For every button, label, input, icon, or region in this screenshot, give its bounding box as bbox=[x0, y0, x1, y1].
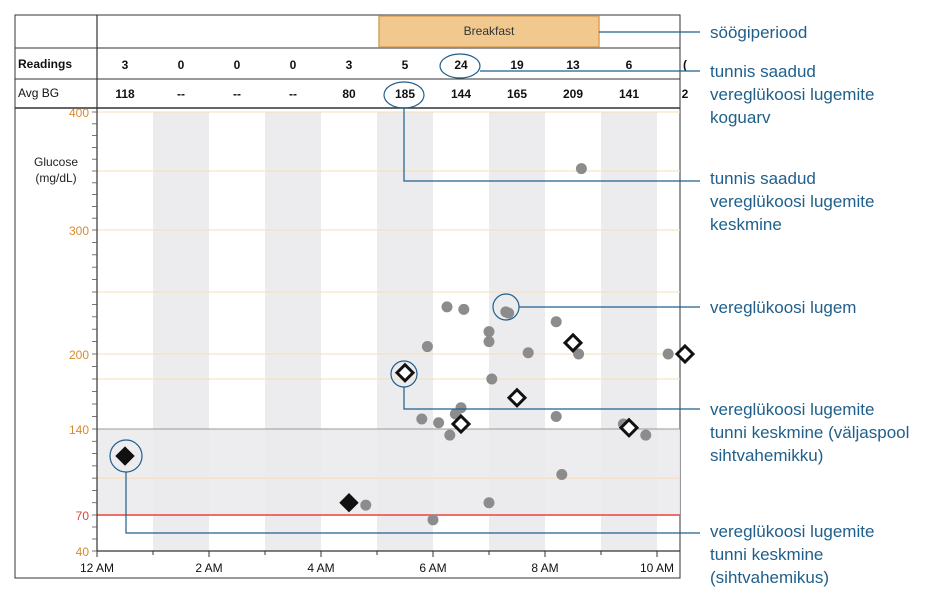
reading-dot bbox=[483, 326, 495, 338]
readings-row-label: Readings bbox=[18, 57, 72, 71]
reading-dot bbox=[444, 429, 456, 441]
reading-dot bbox=[486, 373, 498, 385]
reading-dot bbox=[550, 316, 562, 328]
callout-leader-avg-bg bbox=[403, 108, 700, 182]
reading-dot bbox=[575, 163, 587, 175]
y-tick-label: 70 bbox=[76, 509, 90, 523]
callout-label: vereglükoosi lugemite tunni keskmine (si… bbox=[710, 522, 875, 587]
callout-leader-out-of-range bbox=[403, 387, 700, 410]
y-axis-title-line2: (mg/dL) bbox=[35, 171, 76, 185]
callout-circle-readings-count bbox=[439, 53, 481, 79]
avg-bg-value: 209 bbox=[563, 87, 583, 101]
readings-count: 6 bbox=[626, 58, 633, 72]
hourly-average-out-of-range bbox=[562, 332, 584, 353]
reading-dot bbox=[427, 514, 439, 526]
hourly-average-out-of-range bbox=[506, 387, 528, 408]
reading-dot bbox=[360, 499, 372, 511]
avg-bg-value: 80 bbox=[342, 87, 356, 101]
avg-bg-value: -- bbox=[289, 87, 297, 101]
reading-dot bbox=[522, 347, 534, 359]
readings-count: 5 bbox=[402, 58, 409, 72]
reading-dot bbox=[458, 303, 470, 315]
reading-dot bbox=[441, 301, 453, 313]
avg-bg-value: -- bbox=[233, 87, 241, 101]
avg-bg-value: 144 bbox=[451, 87, 471, 101]
reading-dot bbox=[640, 429, 652, 441]
meal-period-band bbox=[378, 15, 600, 48]
meal-period-label: Breakfast bbox=[464, 24, 515, 38]
callout-label: tunnis saadud vereglükoosi lugemite kesk… bbox=[710, 169, 875, 234]
avg-bg-row-label: Avg BG bbox=[18, 86, 59, 100]
readings-count: 0 bbox=[290, 58, 297, 72]
reading-dot bbox=[455, 402, 467, 414]
readings-count: 0 bbox=[234, 58, 241, 72]
hourly-average-in-range bbox=[339, 493, 359, 513]
x-tick-label: 10 AM bbox=[640, 561, 674, 575]
hourly-average-in-range bbox=[115, 446, 135, 466]
x-tick-label: 8 AM bbox=[531, 561, 558, 575]
avg-bg-value: 2 bbox=[682, 87, 689, 101]
y-tick-label: 400 bbox=[69, 106, 89, 120]
reading-dot bbox=[662, 348, 674, 360]
y-tick-label: 40 bbox=[76, 545, 90, 559]
readings-count: 24 bbox=[454, 58, 468, 72]
reading-dot bbox=[421, 341, 433, 353]
avg-bg-value: 118 bbox=[115, 87, 135, 101]
x-tick-label: 12 AM bbox=[80, 561, 114, 575]
reading-dot bbox=[550, 411, 562, 422]
readings-count: 19 bbox=[510, 58, 524, 72]
target-range-band bbox=[97, 429, 680, 515]
callout-leader-in-range bbox=[125, 472, 700, 534]
y-tick-label: 300 bbox=[69, 224, 89, 238]
readings-count: ( bbox=[683, 58, 687, 72]
avg-bg-value: 185 bbox=[395, 87, 415, 101]
y-tick-label: 200 bbox=[69, 348, 89, 362]
callout-label: tunnis saadud vereglükoosi lugemite kogu… bbox=[710, 62, 875, 127]
reading-dot bbox=[573, 348, 585, 360]
y-axis-title-line1: Glucose bbox=[34, 155, 78, 169]
reading-dot bbox=[483, 497, 495, 509]
avg-bg-value: 141 bbox=[619, 87, 639, 101]
readings-count: 13 bbox=[566, 58, 580, 72]
y-tick-label: 140 bbox=[69, 423, 89, 437]
reading-dot bbox=[433, 417, 445, 429]
x-tick-label: 4 AM bbox=[307, 561, 334, 575]
hourly-average-out-of-range bbox=[394, 362, 416, 383]
readings-count: 3 bbox=[122, 58, 129, 72]
reading-dot bbox=[503, 307, 515, 319]
reading-dot bbox=[416, 413, 428, 425]
avg-bg-value: -- bbox=[177, 87, 185, 101]
x-tick-label: 2 AM bbox=[195, 561, 222, 575]
hourly-average-out-of-range bbox=[674, 343, 696, 365]
reading-dot bbox=[556, 468, 568, 480]
callout-label: vereglükoosi lugem bbox=[710, 298, 857, 317]
callout-label: söögiperiood bbox=[710, 23, 808, 42]
reading-dot bbox=[483, 336, 495, 348]
callout-label: vereglükoosi lugemite tunni keskmine (vä… bbox=[710, 400, 910, 465]
readings-count: 3 bbox=[346, 58, 353, 72]
avg-bg-value: 165 bbox=[507, 87, 527, 101]
hourly-average-out-of-range bbox=[450, 413, 472, 435]
hourly-average-out-of-range bbox=[618, 417, 640, 438]
readings-count: 0 bbox=[178, 58, 185, 72]
x-tick-label: 6 AM bbox=[419, 561, 446, 575]
